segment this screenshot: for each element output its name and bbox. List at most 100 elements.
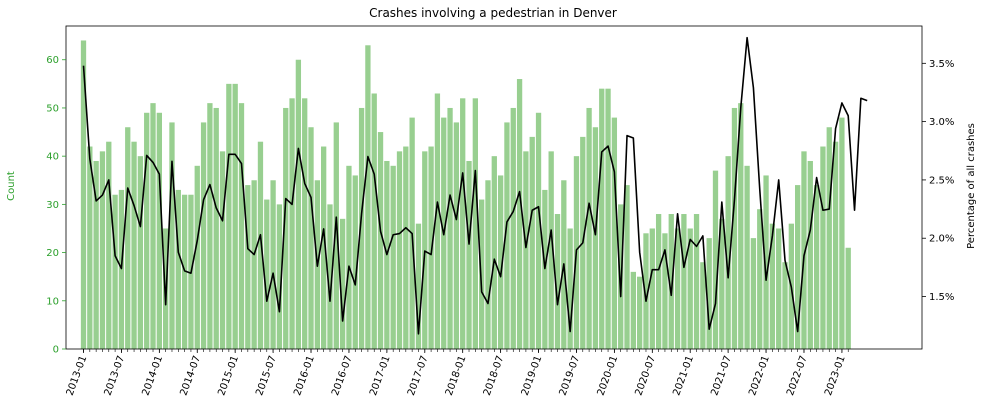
bar (801, 151, 807, 349)
y-axis-label-left: Count (6, 171, 17, 201)
y-tick-label-right: 2.5% (929, 175, 954, 186)
bar (744, 165, 750, 349)
bar (283, 107, 289, 349)
bar (548, 151, 554, 349)
bar (826, 127, 832, 350)
bar (99, 151, 106, 349)
bar (845, 247, 851, 349)
bar (643, 233, 649, 349)
x-tick-label: 2020-07 (633, 354, 658, 397)
bar (125, 127, 131, 350)
bar (245, 185, 251, 349)
y-tick-label-right: 3.0% (929, 117, 954, 128)
bar (137, 156, 144, 349)
bar (219, 151, 226, 349)
x-tick-label: 2017-07 (406, 354, 431, 397)
x-tick-label: 2015-07 (254, 354, 279, 397)
bar (377, 132, 384, 349)
bar (80, 40, 87, 350)
x-tick-label: 2020-01 (596, 354, 621, 397)
bar (807, 160, 813, 349)
bar (365, 45, 371, 350)
y-tick-label-left: 50 (46, 103, 59, 114)
bar (649, 228, 655, 349)
bar (485, 180, 491, 349)
x-tick-label: 2016-07 (330, 354, 355, 397)
x-tick-label: 2021-01 (671, 354, 696, 397)
bar (535, 112, 542, 349)
bar (523, 151, 529, 349)
y-tick-label-right: 3.5% (929, 59, 954, 70)
bar (605, 88, 611, 350)
bar (390, 165, 396, 349)
bar (542, 189, 548, 349)
bar (447, 107, 453, 349)
bar (106, 141, 112, 349)
x-tick-label: 2019-01 (520, 354, 545, 397)
bar (371, 93, 377, 349)
bar (491, 156, 497, 349)
x-tick-label: 2016-01 (292, 354, 317, 397)
y-tick-label-left: 0 (53, 345, 59, 356)
bar (466, 160, 472, 349)
bar (820, 146, 826, 349)
bar (238, 103, 245, 349)
bar (731, 107, 738, 349)
bar (453, 122, 460, 349)
bar (504, 122, 510, 349)
bar (655, 214, 662, 349)
bar (750, 238, 757, 349)
bar (839, 117, 845, 349)
bar (333, 122, 339, 349)
bar (327, 204, 333, 349)
bar (346, 165, 352, 349)
bar (497, 175, 504, 349)
bar (611, 117, 618, 349)
x-tick-label: 2013-01 (65, 354, 90, 397)
bar (276, 204, 283, 349)
bar (630, 271, 636, 349)
bar (472, 98, 478, 349)
bar (251, 180, 257, 349)
x-tick-label: 2018-01 (444, 354, 469, 397)
bar (554, 214, 561, 349)
bar (681, 214, 687, 349)
bar (175, 189, 181, 349)
bar (131, 141, 137, 349)
x-tick-label: 2023-01 (823, 354, 848, 397)
x-tick-label: 2022-07 (785, 354, 810, 397)
bar (712, 170, 719, 349)
x-tick-label: 2014-01 (141, 354, 166, 397)
y-tick-label-left: 60 (46, 55, 59, 66)
bar (725, 156, 731, 349)
bar (795, 185, 801, 349)
bar (700, 262, 706, 349)
bar (782, 262, 788, 349)
bar (87, 146, 93, 349)
bar (668, 214, 674, 349)
x-tick-label: 2022-01 (747, 354, 772, 397)
bar (510, 107, 516, 349)
bar (270, 180, 276, 349)
bar (396, 151, 403, 349)
bar (232, 83, 238, 350)
bar (479, 199, 485, 349)
bar (719, 218, 725, 349)
bar (599, 88, 605, 350)
bar (200, 122, 207, 349)
bar (339, 218, 346, 349)
bar (207, 103, 213, 349)
bar (302, 98, 308, 349)
bar (706, 238, 712, 349)
bar (308, 127, 314, 350)
bar (529, 136, 535, 349)
bar (776, 228, 782, 349)
x-tick-label: 2021-07 (709, 354, 734, 397)
bar (264, 199, 270, 349)
y-tick-label-right: 1.5% (929, 292, 954, 303)
y-tick-label-left: 40 (46, 152, 59, 163)
bar (169, 122, 175, 349)
bar (674, 228, 681, 349)
bar (624, 185, 630, 349)
